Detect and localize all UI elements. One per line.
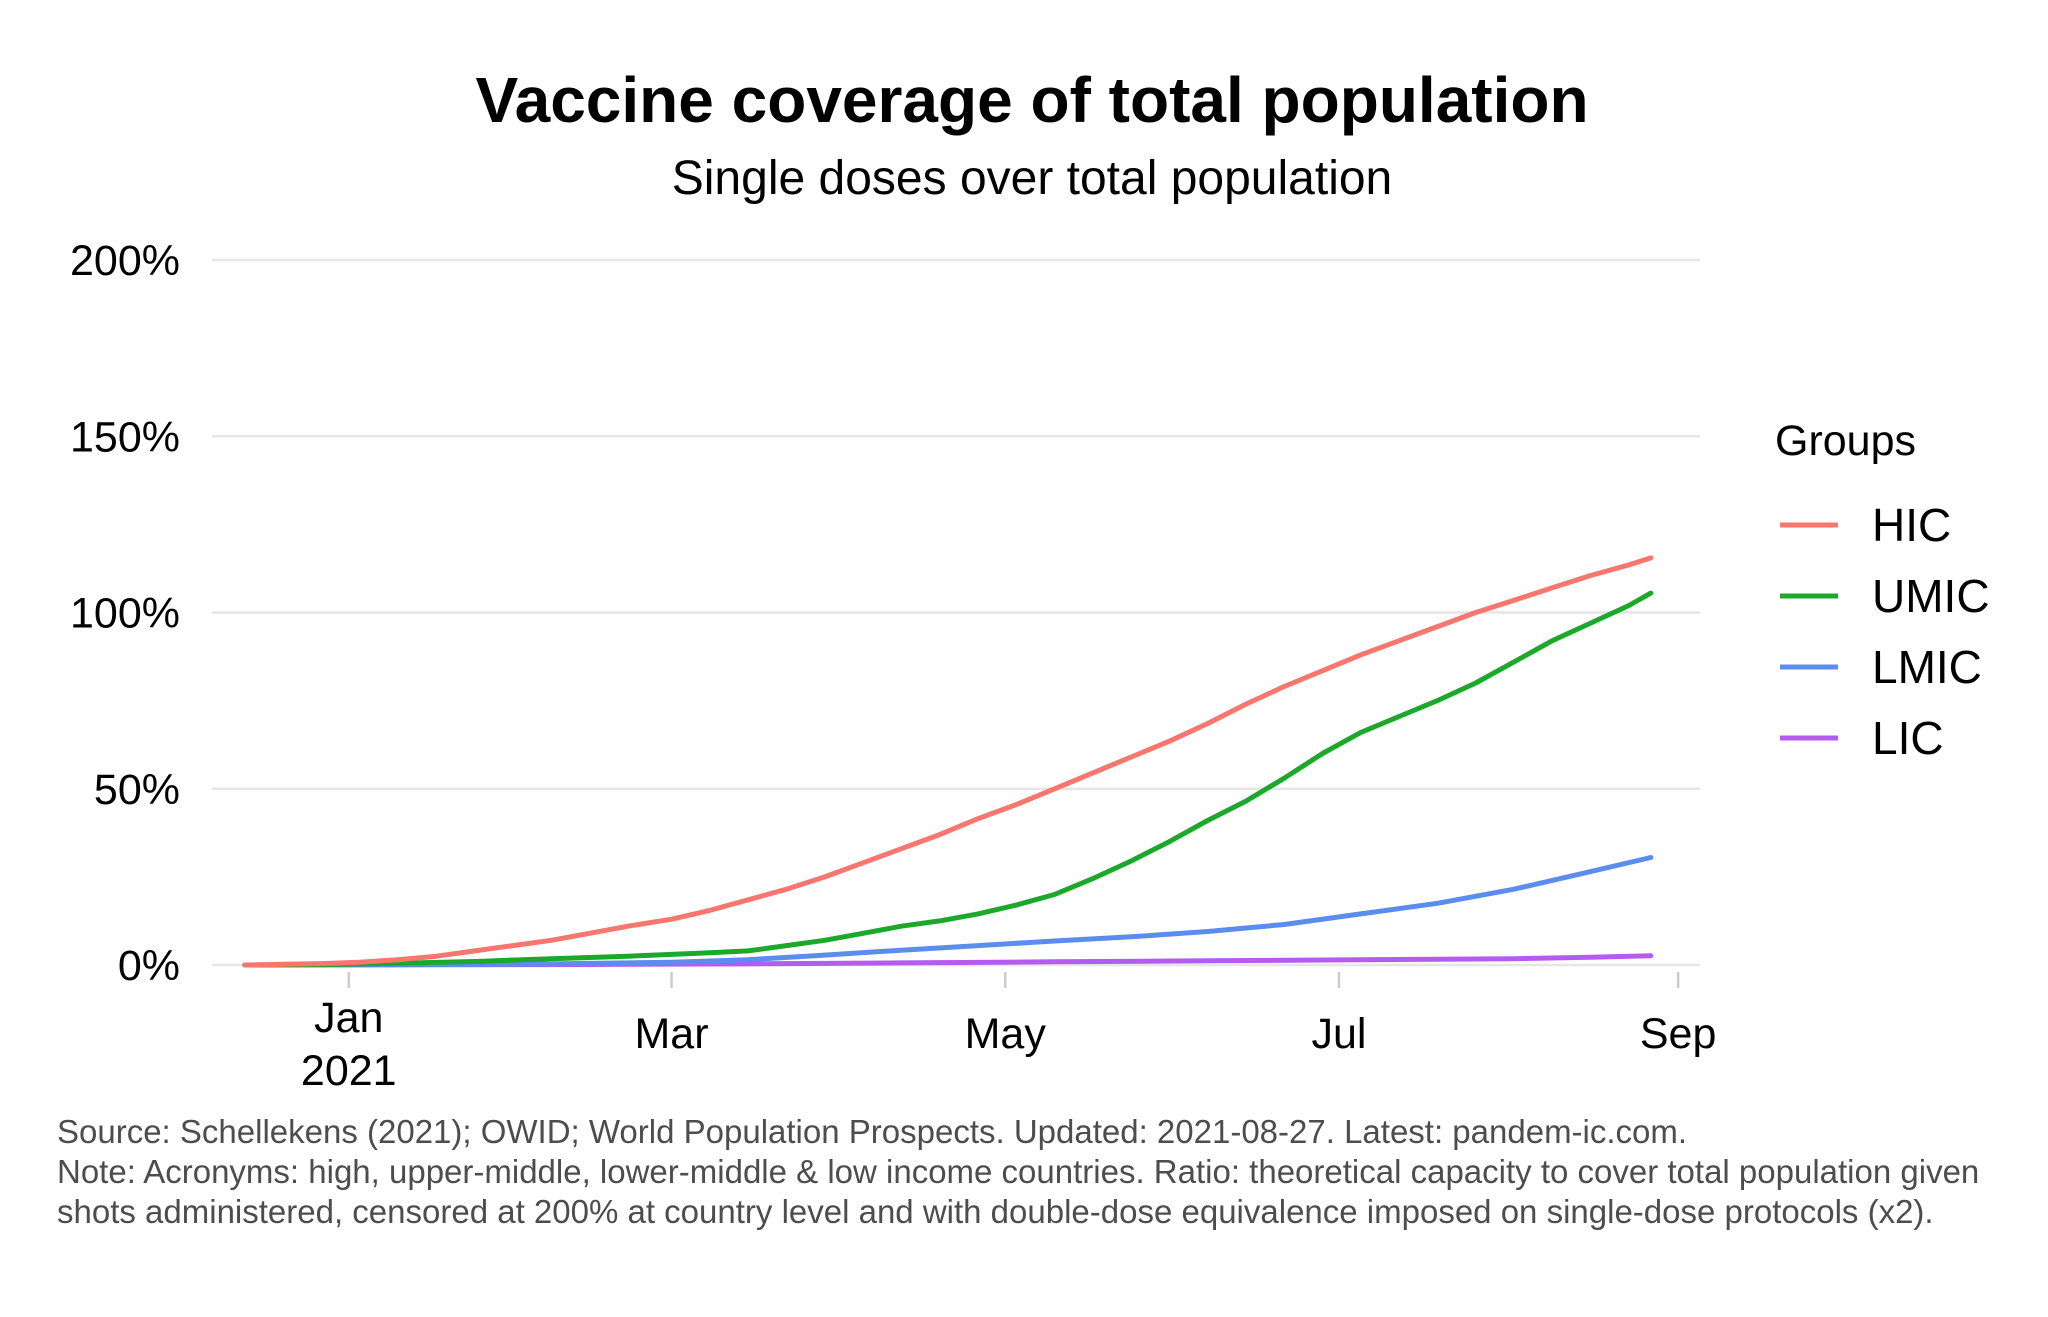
series-line-lmic <box>242 855 1654 968</box>
legend-title: Groups <box>1775 417 1916 465</box>
series-line-umic <box>242 590 1654 968</box>
x-tick-sublabel-jan: 2021 <box>301 1047 397 1095</box>
x-tick-label-jan: Jan <box>314 994 383 1042</box>
y-tick-label-50: 50% <box>94 766 180 814</box>
x-tick-label-may: May <box>965 1010 1047 1058</box>
x-tick-label-sep: Sep <box>1640 1010 1717 1058</box>
x-tick-label-mar: Mar <box>634 1010 708 1058</box>
y-axis-ticks: 0% 50% 100% 150% 200% <box>70 237 180 990</box>
y-tick-label-200: 200% <box>70 237 180 285</box>
legend-label-hic: HIC <box>1872 499 1951 551</box>
chart-subtitle: Single doses over total population <box>672 152 1393 205</box>
y-tick-label-100: 100% <box>70 590 180 638</box>
chart-caption: Source: Schellekens (2021); OWID; World … <box>57 1112 2017 1232</box>
legend-label-umic: UMIC <box>1872 570 1990 622</box>
x-tick-label-jul: Jul <box>1311 1010 1366 1058</box>
chart-title: Vaccine coverage of total population <box>475 64 1588 136</box>
legend-label-lmic: LMIC <box>1872 641 1982 693</box>
x-axis-ticks: Jan 2021 Mar May Jul Sep <box>301 972 1716 1095</box>
y-tick-label-0: 0% <box>118 942 180 990</box>
y-tick-label-150: 150% <box>70 413 180 461</box>
series-line-hic <box>242 555 1654 968</box>
legend: Groups HIC UMIC LMIC LIC <box>1775 417 1990 764</box>
caption-note: Note: Acronyms: high, upper-middle, lowe… <box>57 1153 1980 1230</box>
series-lines <box>242 555 1654 968</box>
caption-source: Source: Schellekens (2021); OWID; World … <box>57 1113 1688 1150</box>
legend-label-lic: LIC <box>1872 712 1944 764</box>
